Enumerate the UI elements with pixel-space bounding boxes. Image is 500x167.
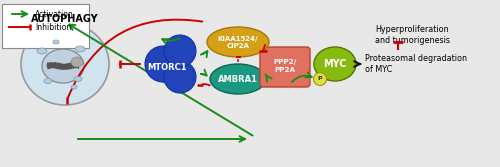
Ellipse shape [75, 46, 85, 52]
Ellipse shape [44, 78, 52, 84]
Text: P: P [318, 76, 322, 81]
Text: Proteasomal degradation
of MYC: Proteasomal degradation of MYC [365, 54, 467, 74]
Ellipse shape [74, 76, 82, 81]
Text: KIAA1524/
CIP2A: KIAA1524/ CIP2A [218, 36, 258, 48]
Ellipse shape [71, 57, 83, 67]
Circle shape [164, 61, 196, 93]
FancyBboxPatch shape [260, 47, 310, 87]
Text: Inhibition: Inhibition [35, 23, 72, 32]
Text: Activation: Activation [35, 10, 74, 19]
Text: Hyperproliferation
and tumorigenesis: Hyperproliferation and tumorigenesis [375, 25, 450, 45]
Ellipse shape [207, 27, 269, 57]
FancyBboxPatch shape [2, 4, 89, 48]
Ellipse shape [314, 47, 356, 81]
Ellipse shape [21, 23, 109, 105]
Ellipse shape [210, 64, 266, 94]
Text: MYC: MYC [323, 59, 347, 69]
Circle shape [164, 35, 196, 67]
Circle shape [314, 72, 326, 86]
Circle shape [145, 46, 181, 82]
Ellipse shape [71, 85, 77, 89]
Text: AUTOPHAGY: AUTOPHAGY [31, 14, 99, 24]
Text: MTORC1: MTORC1 [147, 62, 187, 71]
Ellipse shape [42, 49, 84, 83]
Text: AMBRA1: AMBRA1 [218, 74, 258, 84]
Ellipse shape [53, 40, 59, 44]
Text: PPP2/
PP2A: PPP2/ PP2A [274, 59, 296, 73]
Ellipse shape [37, 48, 47, 54]
